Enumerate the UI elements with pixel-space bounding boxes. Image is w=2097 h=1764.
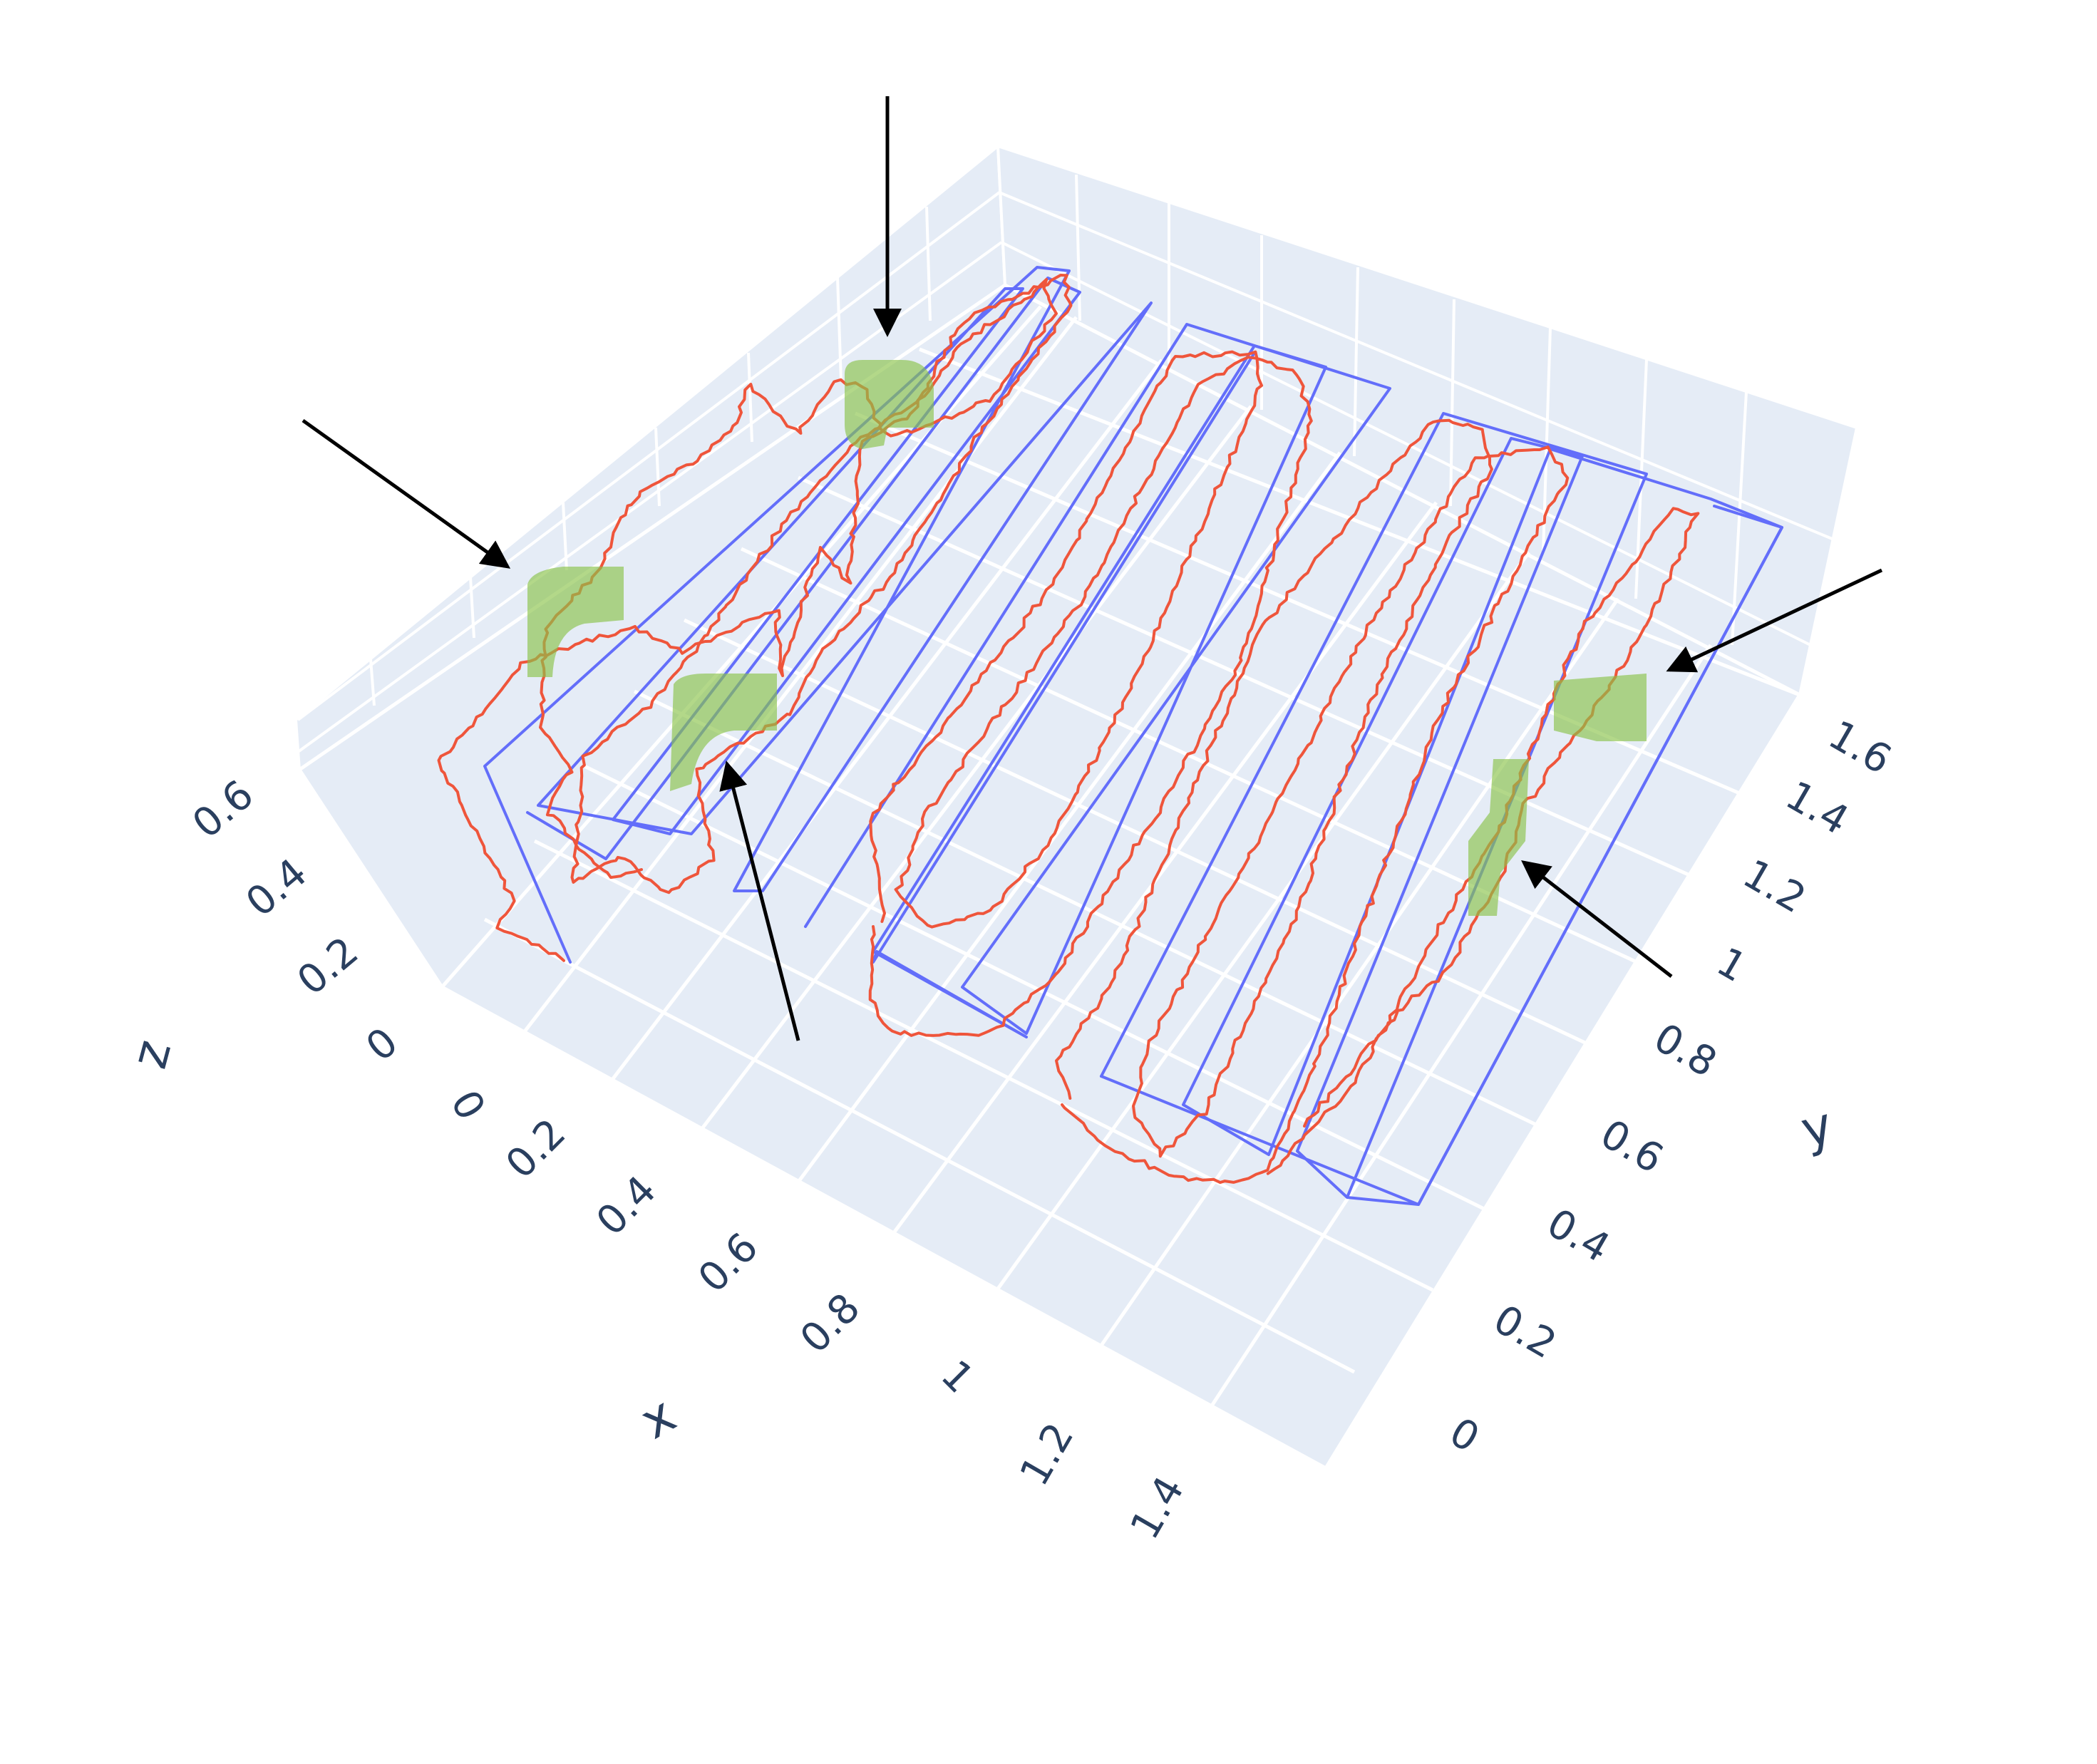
x-tick-label: 0.2 [497, 1110, 575, 1187]
actual-path-left [437, 274, 1073, 962]
actual-trajectory-series [437, 274, 1700, 1185]
x-tick-label: 1.4 [1122, 1469, 1194, 1547]
x-tick-label: 0 [441, 1083, 494, 1128]
x-axis-title: x [631, 1385, 686, 1450]
highlight-left-lower [670, 674, 777, 791]
z-tick-label: 0 [358, 1018, 407, 1071]
z-tick-label: 0.2 [289, 928, 367, 1004]
y-tick-label: 0 [1442, 1409, 1487, 1462]
highlight-right-lower [1468, 759, 1529, 916]
x-tick-label: 1.2 [1011, 1415, 1083, 1494]
x-tick-label: 1 [932, 1351, 982, 1402]
x-tick-label: 0.6 [689, 1224, 767, 1301]
x-tick-label: 0.8 [791, 1284, 869, 1362]
y-tick-label: 0.2 [1485, 1296, 1564, 1368]
y-tick-label: 0.6 [1592, 1111, 1671, 1183]
arrow-right-upper [1666, 568, 1883, 673]
y-tick-label: 1.6 [1820, 712, 1899, 784]
highlight-regions [527, 360, 1647, 916]
y-tick-label: 1 [1709, 939, 1754, 991]
arrow-left [302, 418, 511, 569]
z-tick-label: 0.6 [184, 771, 262, 847]
actual-path-right-edge [1266, 507, 1700, 1175]
highlight-right-upper [1554, 674, 1647, 741]
y-tick-label: 1.2 [1735, 851, 1813, 923]
arrow-center [719, 760, 800, 1041]
actual-path-right [1055, 418, 1570, 1185]
z-tick-label: 0.4 [237, 850, 316, 926]
arrow-right-lower [1521, 860, 1673, 978]
planned-path-middle [804, 323, 1391, 1038]
y-tick-label: 1.4 [1778, 773, 1856, 845]
highlight-left-upper [527, 567, 624, 677]
highlight-top [845, 360, 934, 449]
y-tick-label: 0.8 [1646, 1015, 1724, 1087]
annotation-arrows [302, 96, 1883, 1041]
y-tick-label: 0.4 [1539, 1200, 1617, 1272]
x-tick-label: 0.4 [587, 1167, 665, 1244]
actual-path-middle [868, 350, 1313, 1037]
planned-path-right-edge [1100, 505, 1783, 1206]
y-axis-title: y [1795, 1095, 1838, 1160]
z-axis-title: z [119, 1033, 182, 1074]
